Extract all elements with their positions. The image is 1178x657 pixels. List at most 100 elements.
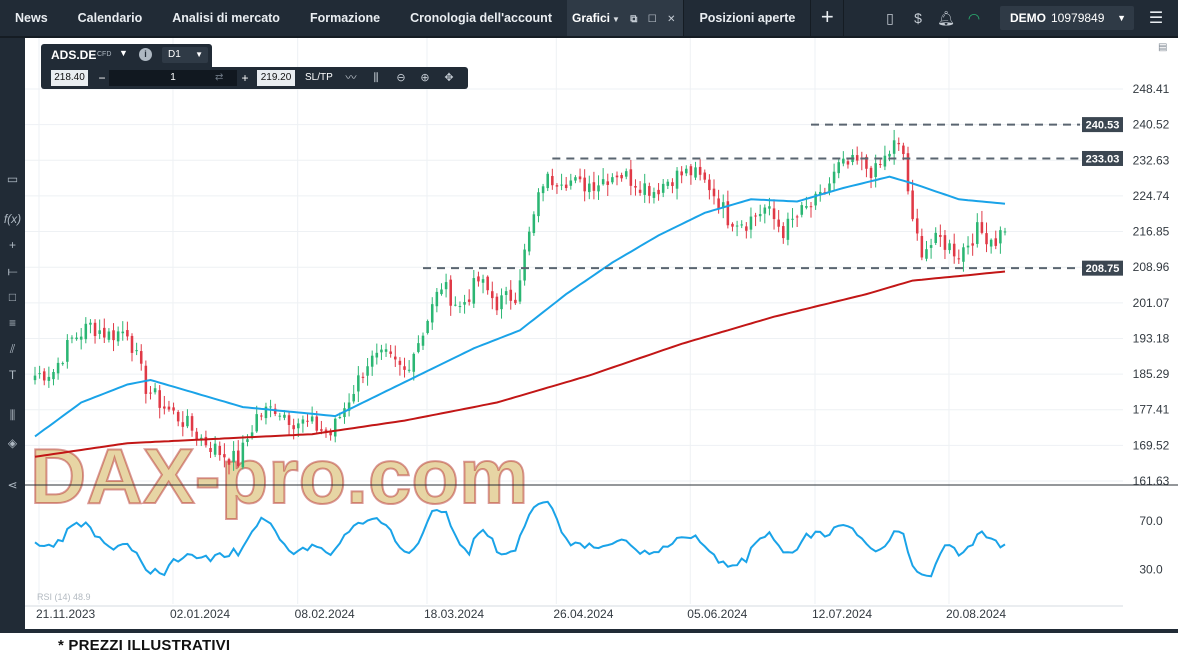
candle-body: [89, 322, 92, 325]
candle-body: [93, 322, 97, 337]
buy-button[interactable]: 219.20: [257, 70, 295, 86]
candle-body: [407, 369, 411, 371]
symbol-label[interactable]: ADS.DE: [51, 48, 97, 62]
horizontal-levels[interactable]: 240.53 233.03 208.75: [423, 117, 1123, 276]
moving-average-line: [34, 175, 1006, 438]
timeframe-select[interactable]: D1 ▼: [162, 47, 208, 63]
level-label-bg: [1082, 117, 1123, 133]
candle-body: [384, 349, 388, 352]
indicators-icon[interactable]: ⫼: [9, 408, 16, 422]
text-tool-icon[interactable]: T: [8, 368, 17, 382]
candle-body: [537, 192, 540, 217]
nav-market-analysis[interactable]: Analisi di mercato: [172, 11, 280, 25]
move-icon[interactable]: ✥: [444, 72, 454, 84]
sltp-button[interactable]: SL/TP: [305, 72, 333, 83]
sell-button[interactable]: 218.40: [51, 70, 88, 86]
chart-grid: [25, 38, 1123, 604]
candle-body: [333, 418, 337, 437]
popout-icon[interactable]: ⧉: [630, 14, 638, 25]
volume-decrease-button[interactable]: −: [98, 71, 106, 85]
candle-body: [135, 350, 138, 352]
chart-settings-icon[interactable]: ▤: [1158, 42, 1168, 53]
pitchfork-icon[interactable]: ⫽: [9, 342, 16, 356]
candle-body: [218, 445, 222, 456]
add-tab-button[interactable]: +: [810, 0, 845, 36]
candle-body: [352, 393, 355, 402]
rsi-legend: RSI (14) 48.9: [37, 592, 91, 602]
close-icon[interactable]: ✕: [667, 14, 676, 25]
price-axis: 248.41 240.52 232.63 224.74 216.85 208.96 201.…: [1133, 82, 1170, 488]
horizontal-line-icon[interactable]: ⟝: [7, 264, 18, 278]
chart-line-icon[interactable]: 〰: [345, 72, 357, 84]
layout-icon[interactable]: ▯: [886, 9, 894, 26]
candle-body: [698, 166, 702, 175]
candles-icon[interactable]: ⫼: [373, 72, 379, 84]
candle-body: [832, 171, 836, 184]
fibonacci-icon[interactable]: ≡: [8, 316, 16, 330]
crosshair-window-icon[interactable]: ▭: [6, 172, 19, 186]
bell-icon[interactable]: 🔔︎: [937, 9, 955, 26]
nav-news[interactable]: News: [15, 11, 48, 25]
candle-body: [163, 406, 166, 409]
candle-body: [634, 185, 637, 188]
candle-body: [139, 351, 143, 364]
time-tick-label: 08.02.2024: [295, 607, 355, 621]
candle-body: [694, 167, 697, 178]
hamburger-menu-icon[interactable]: ☰: [1148, 10, 1164, 27]
candle-body: [735, 225, 739, 227]
share-icon[interactable]: ⋖: [7, 478, 18, 492]
volume-increase-button[interactable]: +: [241, 71, 249, 85]
nav-education[interactable]: Formazione: [309, 11, 381, 25]
candle-body: [740, 224, 743, 226]
candle-body: [800, 205, 804, 215]
candle-body: [213, 443, 217, 455]
layers-icon[interactable]: ◈: [7, 436, 18, 450]
volume-input[interactable]: 1: [109, 70, 237, 86]
candle-body: [38, 373, 41, 375]
candle-body: [500, 295, 503, 310]
candle-body: [837, 162, 840, 174]
price-tick-label: 248.41: [1133, 82, 1170, 96]
candle-body: [768, 206, 771, 209]
candle-body: [966, 245, 970, 248]
time-tick-label: 18.03.2024: [424, 607, 484, 621]
candle-body: [42, 371, 46, 381]
info-icon[interactable]: i: [139, 48, 152, 61]
chevron-down-icon[interactable]: ▼: [612, 15, 620, 24]
account-selector[interactable]: DEMO 10979849 ▼: [1000, 6, 1134, 30]
candle-body: [606, 181, 610, 185]
candle-body: [181, 422, 185, 427]
function-icon[interactable]: f(x): [3, 212, 22, 226]
candle-body: [107, 331, 111, 340]
level-label-bg: [1082, 260, 1123, 276]
candle-body: [421, 335, 425, 346]
order-widget: ADS.DE CFD ▼ i D1 ▼ 218.40 − 1 ⇄ + 219.2…: [41, 44, 468, 89]
candle-body: [888, 153, 891, 157]
candle-body: [209, 447, 212, 453]
nav-account-history[interactable]: Cronologia dell'account: [410, 11, 552, 25]
wifi-icon: ◠: [967, 9, 981, 26]
candle-body: [551, 175, 554, 186]
tab-charts[interactable]: Grafici ▼ ⧉ ☐ ✕: [566, 0, 684, 36]
crosshair-icon[interactable]: +: [8, 238, 16, 252]
zoom-in-icon[interactable]: ⊕: [420, 72, 430, 84]
candlestick-series: [33, 129, 1007, 475]
price-chart[interactable]: DAX-pro.com 240.53 233.03 208.75 248.41 240…: [25, 38, 1178, 629]
candle-body: [541, 186, 545, 194]
candle-body: [703, 172, 707, 180]
zoom-out-icon[interactable]: ⊖: [396, 72, 406, 84]
candle-body: [929, 245, 933, 248]
candle-body: [430, 304, 434, 323]
candle-body: [103, 327, 106, 338]
chevron-down-icon[interactable]: ▼: [119, 48, 128, 58]
money-signal-icon[interactable]: $: [914, 10, 922, 26]
swap-icon[interactable]: ⇄: [215, 72, 224, 83]
candle-body: [315, 416, 319, 431]
candle-body: [458, 306, 462, 308]
candle-body: [153, 388, 157, 393]
maximize-icon[interactable]: ☐: [647, 14, 657, 25]
chevron-down-icon: ▼: [1117, 13, 1126, 23]
nav-calendar[interactable]: Calendario: [77, 11, 143, 25]
rectangle-icon[interactable]: □: [8, 290, 17, 304]
tab-open-positions[interactable]: Posizioni aperte: [683, 0, 810, 36]
